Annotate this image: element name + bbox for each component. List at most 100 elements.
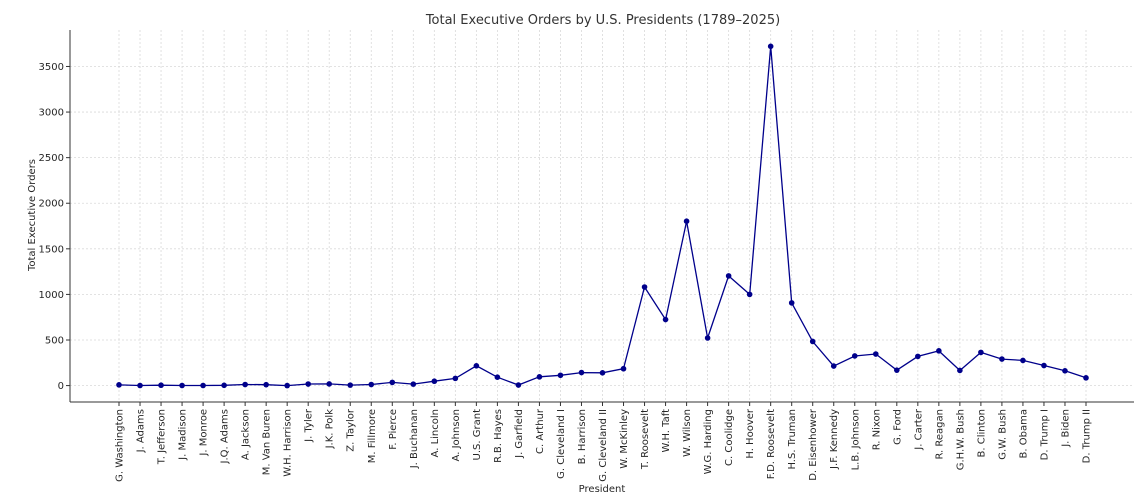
data-point — [389, 379, 396, 386]
x-tick-label: J. Carter — [913, 408, 924, 451]
x-tick-label: J. Tyler — [304, 408, 315, 443]
x-tick-label: G.H.W. Bush — [955, 409, 966, 470]
x-tick-label: M. Van Buren — [262, 409, 273, 475]
data-point — [746, 291, 753, 298]
data-point — [536, 374, 543, 380]
data-point — [957, 367, 963, 374]
data-point — [494, 374, 501, 381]
x-tick-label: J.K. Polk — [325, 409, 336, 450]
data-point — [1083, 375, 1089, 381]
x-axis-ticks: G. Washington J. Adams T. Jefferson J. Madi… — [115, 402, 1093, 482]
x-tick-label: T. Roosevelt — [640, 409, 651, 470]
data-point — [704, 335, 711, 341]
data-point — [221, 382, 227, 389]
data-point — [284, 382, 290, 389]
data-point — [242, 381, 248, 388]
data-point — [620, 365, 627, 372]
x-axis-label: President — [579, 484, 626, 495]
y-axis-ticks: 0 500 1000 1500 2000 2500 3000 3500 — [39, 62, 70, 392]
data-point — [557, 372, 564, 379]
x-tick-label: J. Monroe — [199, 409, 210, 457]
y-tick-label: 2500 — [39, 153, 64, 164]
chart-title: Total Executive Orders by U.S. President… — [425, 13, 780, 28]
x-tick-label: D. Trump I — [1039, 409, 1050, 460]
x-tick-label: Z. Taylor — [346, 408, 357, 452]
x-tick-label: J. Madison — [178, 409, 189, 461]
data-point — [452, 375, 459, 382]
x-tick-label: W. McKinley — [619, 409, 630, 469]
x-tick-label: G. Washington — [115, 409, 126, 482]
data-point — [200, 382, 206, 389]
x-tick-label: B. Obama — [1018, 409, 1029, 458]
x-tick-label: R. Reagan — [934, 409, 945, 460]
y-tick-label: 1500 — [39, 244, 64, 255]
data-point — [809, 338, 816, 345]
data-point — [473, 363, 480, 369]
y-axis-label: Total Executive Orders — [27, 159, 38, 272]
y-tick-label: 3000 — [39, 108, 64, 119]
y-tick-label: 500 — [45, 336, 64, 347]
data-point — [1020, 357, 1026, 364]
x-tick-label: F. Pierce — [388, 409, 399, 450]
data-point — [767, 43, 774, 50]
data-point — [725, 273, 732, 279]
x-tick-label: G.W. Bush — [997, 409, 1008, 460]
y-tick-label: 1000 — [39, 290, 64, 301]
data-point — [599, 370, 606, 376]
data-point — [830, 363, 837, 369]
x-tick-label: J. Adams — [136, 409, 147, 453]
data-point — [872, 351, 879, 357]
x-tick-label: G. Cleveland II — [598, 409, 609, 482]
y-tick-label: 3500 — [39, 62, 64, 73]
x-tick-label: W.G. Harding — [703, 409, 714, 474]
y-tick-label: 2000 — [39, 199, 64, 210]
x-tick-label: D. Trump II — [1082, 409, 1093, 463]
x-tick-label: G. Cleveland I — [556, 409, 567, 479]
data-point — [641, 284, 648, 290]
data-point — [431, 378, 438, 385]
data-point — [263, 381, 269, 388]
y-tick-label: 0 — [58, 381, 64, 392]
x-tick-label: L.B. Johnson — [850, 409, 861, 470]
data-point — [915, 353, 921, 360]
x-tick-label: M. Fillmore — [367, 409, 378, 463]
x-tick-label: B. Clinton — [976, 409, 987, 457]
x-tick-label: J. Garfield — [514, 409, 525, 459]
x-tick-label: J.Q. Adams — [220, 409, 231, 464]
data-point — [894, 367, 900, 373]
data-point — [578, 369, 585, 376]
data-point — [515, 382, 522, 388]
x-tick-label: H. Hoover — [745, 408, 756, 459]
x-tick-label: R.B. Hayes — [493, 409, 504, 463]
x-tick-label: C. Arthur — [535, 408, 546, 454]
data-point — [1062, 368, 1068, 374]
data-point — [851, 353, 858, 359]
x-tick-label: U.S. Grant — [472, 409, 483, 461]
data-point — [347, 382, 354, 388]
data-point — [788, 300, 795, 306]
data-point — [116, 382, 122, 388]
data-point — [305, 381, 311, 387]
data-point — [936, 348, 942, 354]
x-tick-label: R. Nixon — [871, 409, 882, 450]
x-tick-label: A. Jackson — [241, 409, 252, 460]
x-tick-label: A. Lincoln — [430, 409, 441, 457]
data-point — [368, 381, 375, 388]
x-tick-label: W.H. Harrison — [283, 409, 294, 477]
x-tick-label: W. Wilson — [682, 409, 693, 457]
data-point — [179, 382, 185, 389]
data-point — [410, 381, 417, 387]
x-tick-label: D. Eisenhower — [808, 408, 819, 481]
data-point — [662, 316, 669, 323]
grid-lines — [70, 30, 1134, 402]
x-tick-label: T. Jefferson — [157, 409, 168, 465]
data-point — [1041, 362, 1047, 369]
axes — [69, 30, 1134, 403]
data-point — [683, 218, 690, 224]
x-tick-label: J. Buchanan — [409, 409, 420, 469]
x-tick-label: F.D. Roosevelt — [766, 409, 777, 479]
x-tick-label: A. Johnson — [451, 409, 462, 461]
data-point — [978, 349, 984, 356]
